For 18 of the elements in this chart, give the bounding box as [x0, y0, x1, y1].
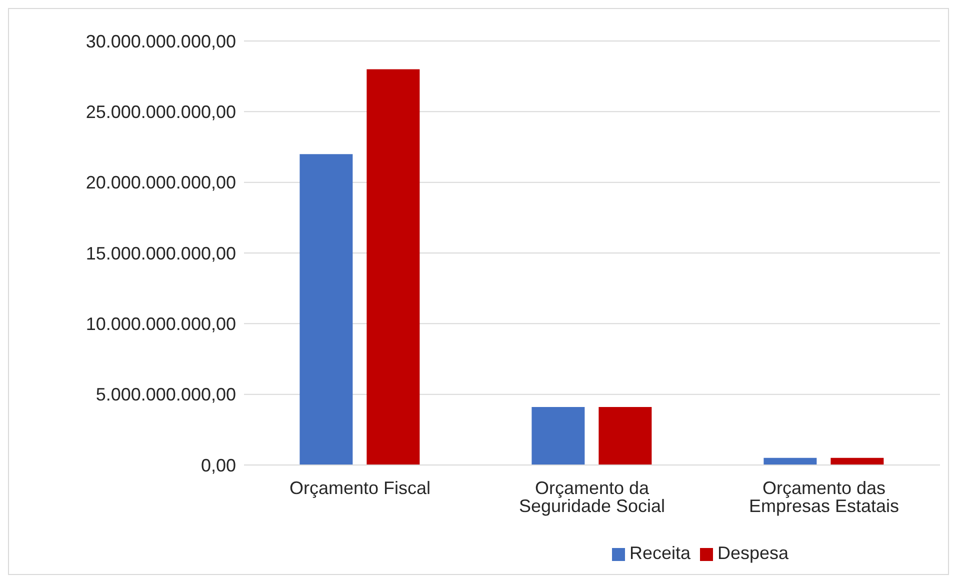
y-tick-label: 0,00 — [200, 455, 236, 476]
y-tick-label: 5.000.000.000,00 — [96, 384, 236, 405]
x-tick-label: Orçamento da Seguridade Social — [518, 478, 666, 516]
bar — [830, 458, 884, 465]
bar — [764, 458, 817, 465]
y-tick-label: 25.000.000.000,00 — [86, 102, 236, 122]
bar — [598, 407, 652, 465]
x-tick-label: Orçamento Fiscal — [289, 478, 431, 498]
y-tick-label: 10.000.000.000,00 — [86, 314, 236, 334]
y-tick-label: 20.000.000.000,00 — [86, 172, 236, 193]
bar — [532, 407, 585, 465]
legend-label: Receita — [629, 543, 690, 563]
y-tick-label: 15.000.000.000,00 — [86, 243, 236, 264]
y-tick-label: 30.000.000.000,00 — [86, 31, 236, 52]
x-tick-label: Orçamento das Empresas Estatais — [748, 478, 900, 516]
bar — [300, 154, 353, 465]
legend-label: Despesa — [717, 543, 789, 563]
bar — [366, 69, 420, 465]
